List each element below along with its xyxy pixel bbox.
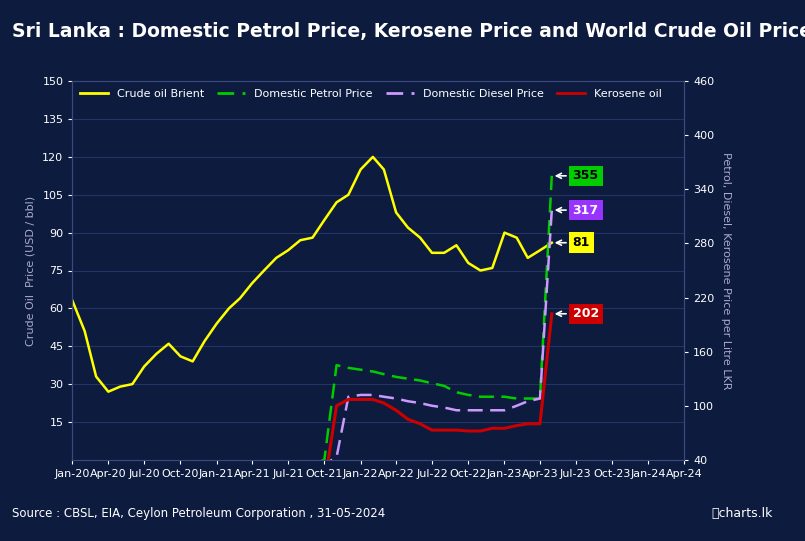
Text: Source : CBSL, EIA, Ceylon Petroleum Corporation , 31-05-2024: Source : CBSL, EIA, Ceylon Petroleum Cor… (12, 507, 386, 520)
Text: 🔥charts.lk: 🔥charts.lk (712, 507, 773, 520)
Y-axis label: Crude Oil  Price (USD / bbl): Crude Oil Price (USD / bbl) (25, 195, 35, 346)
Text: 355: 355 (556, 169, 599, 182)
Text: 317: 317 (556, 203, 599, 216)
Legend: Crude oil Brient, Domestic Petrol Price, Domestic Diesel Price, Kerosene oil: Crude oil Brient, Domestic Petrol Price,… (76, 84, 666, 103)
Text: 81: 81 (556, 236, 590, 249)
Text: Sri Lanka : Domestic Petrol Price, Kerosene Price and World Crude Oil Prices: Sri Lanka : Domestic Petrol Price, Keros… (12, 22, 805, 41)
Y-axis label: Petrol, Diesel, Kerosene Price per Litre LKR: Petrol, Diesel, Kerosene Price per Litre… (721, 151, 732, 390)
Text: 202: 202 (556, 307, 599, 320)
